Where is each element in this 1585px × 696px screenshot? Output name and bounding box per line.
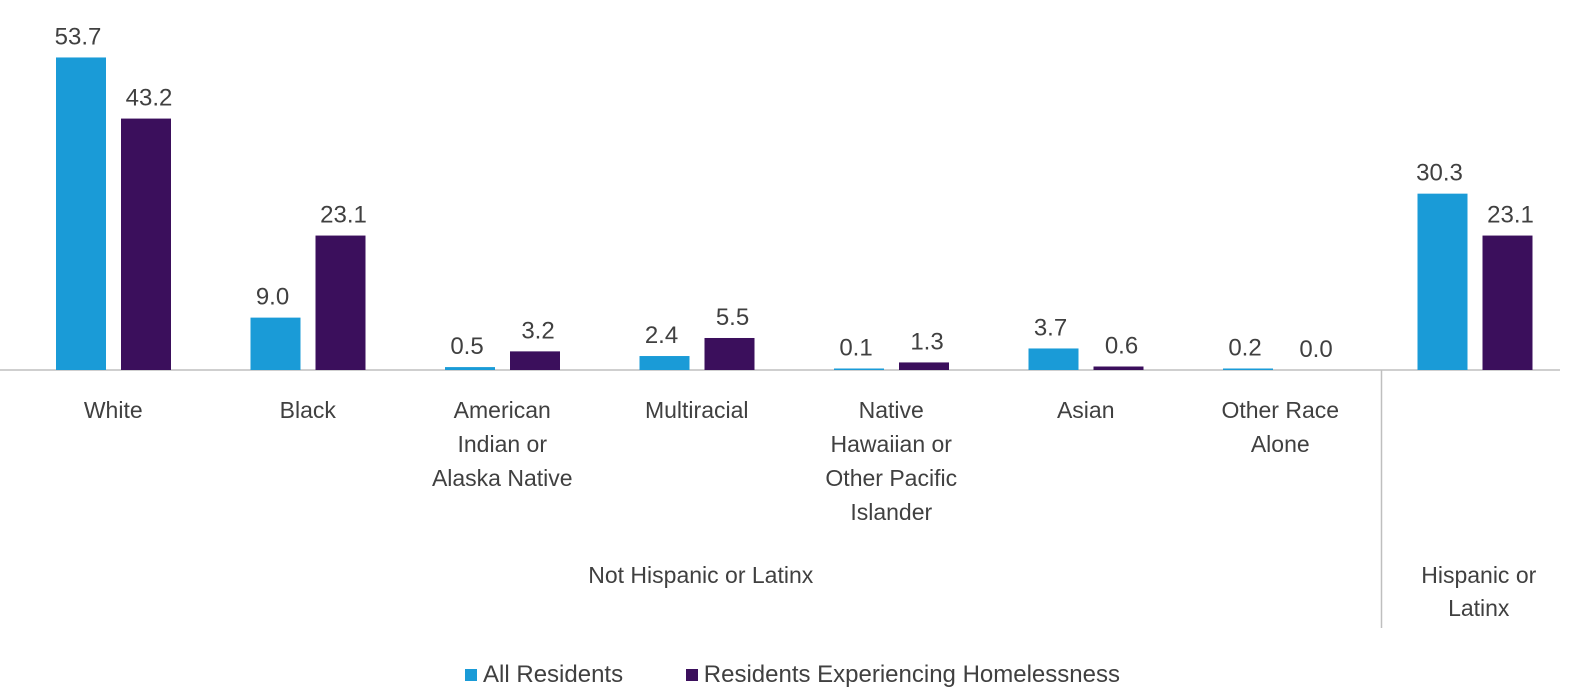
bar-all-residents <box>834 368 884 370</box>
legend-label-all-residents: All Residents <box>483 660 624 688</box>
data-label-homelessness: 1.3 <box>910 328 943 355</box>
data-label-homelessness: 23.1 <box>1487 202 1534 229</box>
legend-item-all-residents: All Residents <box>465 661 623 689</box>
bar-all-residents <box>639 356 690 370</box>
data-label-homelessness: 3.2 <box>521 317 554 344</box>
legend: All Residents Residents Experiencing Hom… <box>0 660 1585 689</box>
category-label: Native Hawaiian or Other Pacific Islander <box>825 397 957 525</box>
category-label: Multiracial <box>645 397 749 423</box>
bar-all-residents <box>1223 368 1273 370</box>
bar-homelessness <box>899 362 949 370</box>
data-label-homelessness: 43.2 <box>126 85 173 112</box>
bar-all-residents <box>1417 193 1468 370</box>
data-label-all-residents: 9.0 <box>256 284 289 311</box>
category-label: Black <box>280 397 337 423</box>
bar-all-residents <box>445 367 495 370</box>
bar-homelessness <box>1482 235 1533 370</box>
legend-item-homelessness: Residents Experiencing Homelessness <box>685 660 1120 689</box>
bar-all-residents <box>56 57 106 370</box>
category-label: Other Race Alone <box>1221 397 1339 457</box>
category-label: Asian <box>1057 397 1115 423</box>
group-label: Hispanic or Latinx <box>1421 562 1536 621</box>
data-label-all-residents: 30.3 <box>1416 160 1463 187</box>
group-label: Not Hispanic or Latinx <box>588 562 813 588</box>
bar-chart: Not Hispanic or Latinx Hispanic or Latinx 5… <box>0 23 1560 628</box>
data-label-all-residents: 0.2 <box>1228 335 1261 362</box>
bar-all-residents <box>1028 348 1079 370</box>
data-label-all-residents: 3.7 <box>1034 314 1067 341</box>
legend-label-homelessness: Residents Experiencing Homelessness <box>703 660 1120 688</box>
bar-homelessness <box>1093 366 1144 370</box>
data-label-all-residents: 0.1 <box>839 335 872 362</box>
bar-homelessness <box>315 235 366 370</box>
data-label-homelessness: 0.0 <box>1299 336 1332 363</box>
data-label-homelessness: 5.5 <box>716 304 749 331</box>
category-label: White <box>84 397 143 423</box>
data-label-all-residents: 53.7 <box>55 23 102 50</box>
bar-homelessness <box>121 118 171 371</box>
bar-homelessness <box>510 351 560 370</box>
category-label: American Indian or Alaska Native <box>432 397 573 491</box>
bar-all-residents <box>250 317 301 370</box>
data-label-all-residents: 0.5 <box>450 333 483 360</box>
data-label-homelessness: 0.6 <box>1105 333 1138 360</box>
data-label-all-residents: 2.4 <box>645 322 678 349</box>
data-label-homelessness: 23.1 <box>320 202 367 229</box>
legend-swatch-all-residents <box>465 669 478 682</box>
legend-swatch-homelessness <box>685 669 698 682</box>
bar-homelessness <box>704 337 755 370</box>
